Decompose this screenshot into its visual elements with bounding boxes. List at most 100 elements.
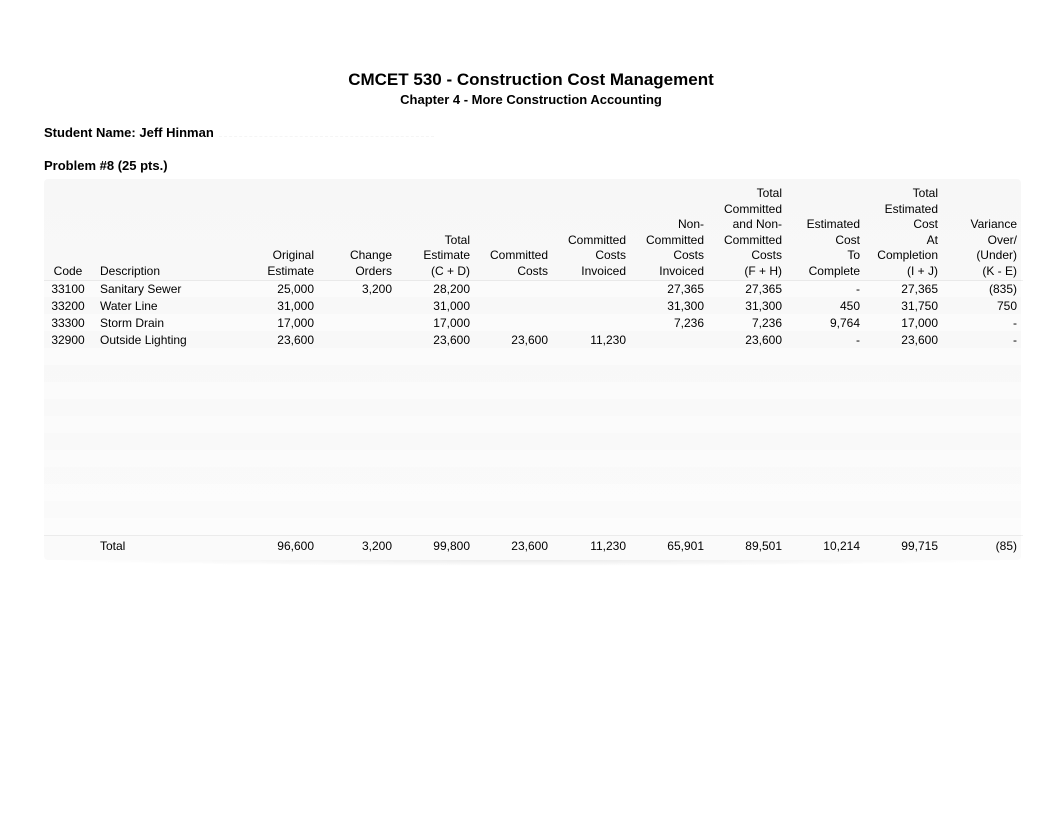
table-row: 33200Water Line31,00031,00031,30031,3004… <box>44 297 1023 314</box>
table-row-empty <box>44 348 1023 365</box>
student-name-label: Student Name: <box>44 125 136 140</box>
cost-table-container: Code Description OriginalEstimate Change… <box>44 179 1021 560</box>
student-name-line: Student Name: Jeff Hinman <box>44 125 1018 140</box>
cost-table-body: 33100Sanitary Sewer25,0003,20028,20027,3… <box>44 280 1023 560</box>
table-row-empty <box>44 484 1023 501</box>
cell-variance: (835) <box>944 280 1023 297</box>
cell-code: 33300 <box>44 314 92 331</box>
table-row-empty <box>44 399 1023 416</box>
cell-committed-costs: 23,600 <box>476 535 554 560</box>
cell-code <box>44 535 92 560</box>
table-row-total: Total96,6003,20099,80023,60011,23065,901… <box>44 535 1023 560</box>
cell-estimated-cost-to-complete: - <box>788 280 866 297</box>
col-header-non-committed-costs-invoiced: Non-CommittedCostsInvoiced <box>632 185 710 280</box>
cell-total-estimate: 17,000 <box>398 314 476 331</box>
cell-non-committed-costs-invoiced: 65,901 <box>632 535 710 560</box>
cell-change-orders: 3,200 <box>320 280 398 297</box>
cell-committed-costs <box>476 280 554 297</box>
cell-non-committed-costs-invoiced: 27,365 <box>632 280 710 297</box>
cell-variance: - <box>944 331 1023 348</box>
cell-total-label: Total <box>92 535 242 560</box>
cell-total-estimated-cost-at-completion: 17,000 <box>866 314 944 331</box>
table-row: 33300Storm Drain17,00017,0007,2367,2369,… <box>44 314 1023 331</box>
col-header-total-estimate: TotalEstimate(C + D) <box>398 185 476 280</box>
col-header-estimated-cost-to-complete: EstimatedCostToComplete <box>788 185 866 280</box>
cell-change-orders <box>320 297 398 314</box>
col-header-committed-costs: CommittedCosts <box>476 185 554 280</box>
table-row-empty <box>44 365 1023 382</box>
cell-total-estimate: 23,600 <box>398 331 476 348</box>
table-row-empty <box>44 518 1023 535</box>
cell-committed-costs-invoiced <box>554 297 632 314</box>
table-row-empty <box>44 433 1023 450</box>
cell-total-estimate: 31,000 <box>398 297 476 314</box>
table-row-empty <box>44 501 1023 518</box>
cell-committed-costs <box>476 297 554 314</box>
table-row-empty <box>44 382 1023 399</box>
cell-committed-costs: 23,600 <box>476 331 554 348</box>
table-row: 33100Sanitary Sewer25,0003,20028,200 27,3… <box>44 280 1023 297</box>
cell-total-committed-noncommitted: 31,300 <box>710 297 788 314</box>
cell-total-estimate: 28,200 <box>398 280 476 297</box>
student-name-underline <box>219 127 434 137</box>
page-subtitle: Chapter 4 - More Construction Accounting <box>44 92 1018 107</box>
cell-estimated-cost-to-complete: 450 <box>788 297 866 314</box>
col-header-change-orders: ChangeOrders <box>320 185 398 280</box>
col-header-total-estimated-cost-at-completion: TotalEstimatedCostAtCompletion(I + J) <box>866 185 944 280</box>
cell-original-estimate: 31,000 <box>242 297 320 314</box>
cell-committed-costs <box>476 314 554 331</box>
problem-label: Problem #8 (25 pts.) <box>44 158 1018 173</box>
col-header-variance: VarianceOver/(Under)(K - E) <box>944 185 1023 280</box>
table-row-empty <box>44 450 1023 467</box>
col-header-committed-costs-invoiced: CommittedCostsInvoiced <box>554 185 632 280</box>
cell-description: Water Line <box>92 297 242 314</box>
table-row-empty <box>44 416 1023 433</box>
cell-original-estimate: 23,600 <box>242 331 320 348</box>
cell-total-estimated-cost-at-completion: 23,600 <box>866 331 944 348</box>
cell-estimated-cost-to-complete: 10,214 <box>788 535 866 560</box>
cell-change-orders <box>320 314 398 331</box>
cell-code: 32900 <box>44 331 92 348</box>
cell-total-estimated-cost-at-completion: 99,715 <box>866 535 944 560</box>
cell-variance: 750 <box>944 297 1023 314</box>
cell-total-committed-noncommitted: 7,236 <box>710 314 788 331</box>
cell-estimated-cost-to-complete: 9,764 <box>788 314 866 331</box>
cell-code: 33100 <box>44 280 92 297</box>
cell-original-estimate: 25,000 <box>242 280 320 297</box>
cell-total-estimated-cost-at-completion: 27,365 <box>866 280 944 297</box>
cell-total-estimated-cost-at-completion: 31,750 <box>866 297 944 314</box>
page: CMCET 530 - Construction Cost Management… <box>0 0 1062 560</box>
table-header-row: Code Description OriginalEstimate Change… <box>44 185 1023 280</box>
table-row-empty <box>44 467 1023 484</box>
cell-total-committed-noncommitted: 23,600 <box>710 331 788 348</box>
cell-committed-costs-invoiced <box>554 280 632 297</box>
page-title: CMCET 530 - Construction Cost Management <box>44 70 1018 90</box>
cell-description: Sanitary Sewer <box>92 280 242 297</box>
student-name-value: Jeff Hinman <box>139 125 213 140</box>
cell-committed-costs-invoiced: 11,230 <box>554 331 632 348</box>
cell-code: 33200 <box>44 297 92 314</box>
cell-committed-costs-invoiced: 11,230 <box>554 535 632 560</box>
cell-original-estimate: 96,600 <box>242 535 320 560</box>
cell-total-committed-noncommitted: 27,365 <box>710 280 788 297</box>
col-header-total-committed-noncommitted: TotalCommittedand Non-CommittedCosts(F +… <box>710 185 788 280</box>
cell-variance: - <box>944 314 1023 331</box>
col-header-original-estimate: OriginalEstimate <box>242 185 320 280</box>
col-header-description: Description <box>92 185 242 280</box>
col-header-code: Code <box>44 185 92 280</box>
cell-non-committed-costs-invoiced: 31,300 <box>632 297 710 314</box>
cell-description: Storm Drain <box>92 314 242 331</box>
cell-change-orders: 3,200 <box>320 535 398 560</box>
cell-committed-costs-invoiced <box>554 314 632 331</box>
cost-table: Code Description OriginalEstimate Change… <box>44 185 1023 560</box>
table-row: 32900Outside Lighting23,60023,60023,6001… <box>44 331 1023 348</box>
cell-description: Outside Lighting <box>92 331 242 348</box>
cell-total-estimate: 99,800 <box>398 535 476 560</box>
cell-estimated-cost-to-complete: - <box>788 331 866 348</box>
cell-non-committed-costs-invoiced: 7,236 <box>632 314 710 331</box>
cell-change-orders <box>320 331 398 348</box>
cell-variance: (85) <box>944 535 1023 560</box>
cell-non-committed-costs-invoiced <box>632 331 710 348</box>
cell-original-estimate: 17,000 <box>242 314 320 331</box>
cell-total-committed-noncommitted: 89,501 <box>710 535 788 560</box>
